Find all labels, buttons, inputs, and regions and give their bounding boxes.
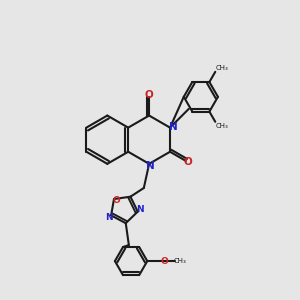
Text: N: N (106, 213, 113, 222)
Text: N: N (146, 161, 155, 171)
Text: O: O (112, 196, 120, 205)
Text: O: O (145, 90, 154, 100)
Text: N: N (136, 206, 144, 214)
Text: CH₃: CH₃ (216, 123, 229, 129)
Text: O: O (160, 256, 168, 266)
Text: N: N (169, 122, 178, 132)
Text: CH₃: CH₃ (216, 65, 229, 71)
Text: O: O (184, 157, 192, 167)
Text: CH₃: CH₃ (174, 258, 186, 264)
